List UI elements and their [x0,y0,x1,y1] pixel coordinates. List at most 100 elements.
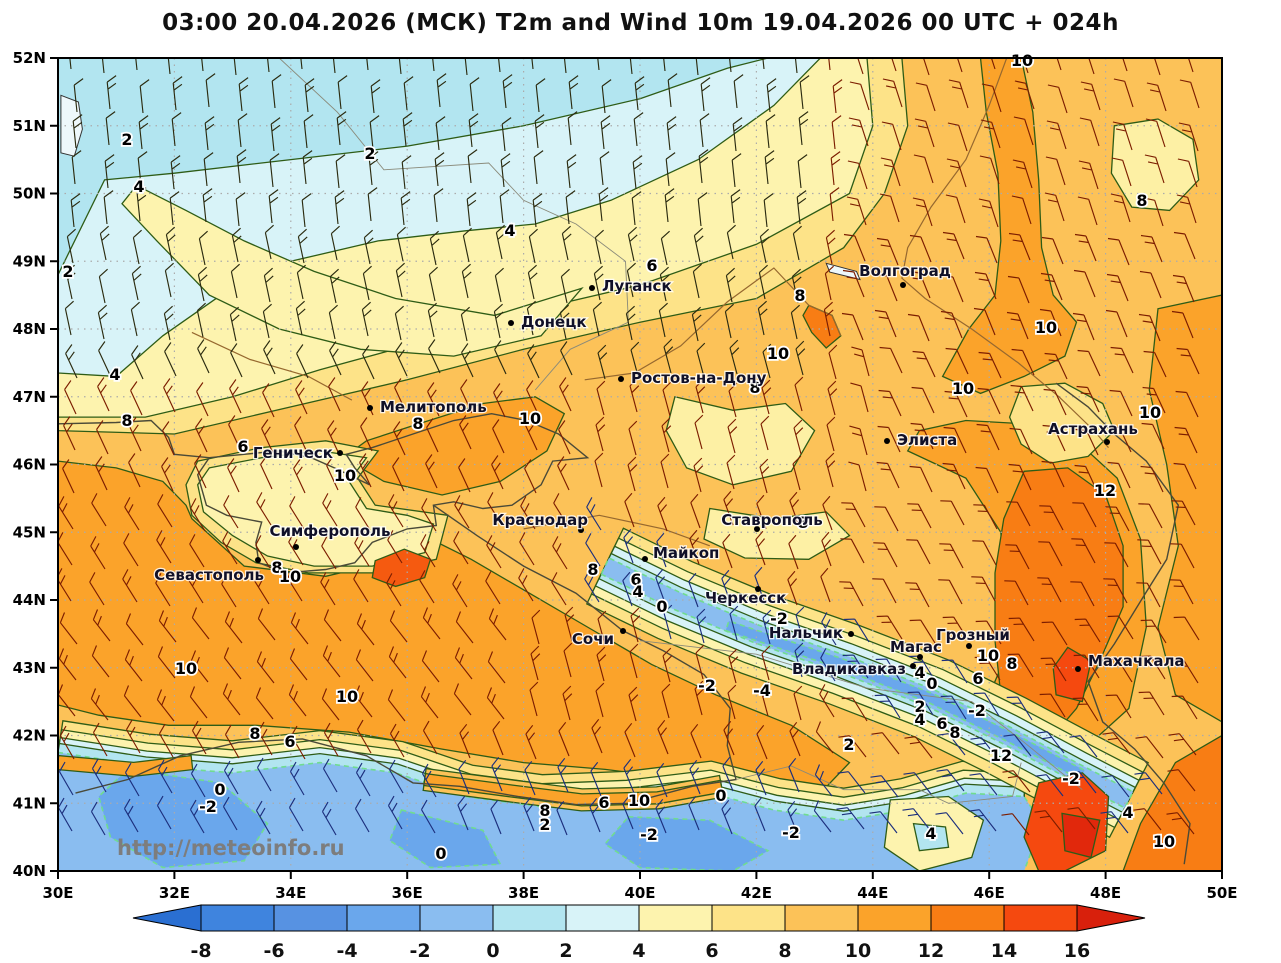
wind-barb [528,228,538,264]
wind-barb [461,263,472,299]
wind-barb [870,775,899,798]
wind-barb [98,268,108,304]
wind-barb [1039,693,1066,718]
wind-barb [1041,460,1065,488]
wind-barb [1106,658,1133,683]
wind-barb [301,193,312,228]
wind-barb [321,536,337,570]
wind-barb [388,494,404,528]
wind-barb [421,498,437,532]
wind-barb [766,78,777,113]
wind-barb [980,119,1001,149]
city-label: Волгоград [859,262,951,280]
wind-barb [356,762,371,797]
wind-barb [263,267,274,303]
wind-barb [568,75,579,110]
contour-label: 8 [1136,191,1147,210]
wind-barb [520,496,536,530]
city-dot [900,282,906,288]
wind-barb [163,305,174,341]
wind-barb [525,416,538,451]
wind-barb [428,339,441,374]
colorbar-label: -4 [336,940,357,962]
wind-barb [729,339,740,375]
wind-barb [530,645,541,681]
wind-barb [973,692,1000,717]
wind-barb [396,226,406,262]
wind-barb [123,533,139,567]
wind-barb [874,506,899,532]
wind-barb [258,721,273,756]
wind-barb [135,58,138,71]
colorbar-label: -2 [409,940,430,962]
wind-barb [92,758,107,793]
colorbar-label: 2 [559,940,572,962]
rivers-line [901,58,1109,448]
temperature-region [371,548,432,588]
city-label: Грозный [936,626,1010,644]
wind-barb [795,606,805,642]
wind-barb [944,390,968,418]
wind-barb [721,799,733,835]
wind-barb [663,58,666,72]
wind-barb [849,81,870,111]
contour-label: 10 [1011,51,1033,70]
wind-barb [1005,544,1030,570]
wind-barb [527,264,538,300]
wind-barb [104,154,115,189]
wind-barb [696,342,706,378]
wind-barb [458,458,471,493]
wind-barb [354,533,370,567]
wind-barb [838,735,867,758]
wind-barb [434,152,445,187]
wind-barb [791,268,802,304]
contour-label: 8 [271,558,282,577]
wind-barb [1043,388,1067,416]
wind-barb [58,797,73,832]
wind-barb [1041,621,1068,646]
wind-barb [690,493,701,529]
wind-barb [190,799,205,834]
wind-barb [1113,78,1134,108]
contour-label: 8 [121,411,132,430]
wind-barb [256,651,275,684]
contour-label: 2 [364,144,375,163]
wind-barb [1006,696,1033,721]
wind-barb [1035,774,1064,797]
contour-label: 8 [949,723,960,742]
wind-barb [597,610,607,646]
lon-tick-label: 34E [275,884,306,902]
wind-barb [913,154,934,184]
wind-barb [697,192,708,227]
colorbar-label: 10 [845,940,871,962]
wind-barb [469,77,480,112]
wind-barb [1041,236,1064,265]
wind-barb [1007,653,1034,678]
wind-barb [695,58,699,76]
wind-barb [869,811,898,834]
wind-barb [389,610,408,643]
wind-barb [1002,770,1031,793]
wind-barb [629,58,633,75]
wind-barb [726,224,736,260]
wind-barb [1169,579,1194,605]
wind-barb [560,268,570,304]
wind-barb [595,682,605,718]
wind-barb [124,497,140,531]
coast-line [1055,382,1191,865]
wind-barb [629,643,639,679]
wind-barb [938,579,963,605]
wind-barb [291,725,306,760]
wind-barb [973,307,996,336]
city-label: Мелитополь [380,398,487,416]
wind-barb [360,417,373,452]
wind-barb [164,342,177,377]
wind-barb [194,454,207,489]
wind-barb [882,78,903,108]
wind-barb [1171,310,1194,339]
wind-barb [940,310,963,339]
wind-barb [729,605,739,641]
wind-barb [1073,269,1096,298]
city-dot [255,557,261,563]
wind-barb [159,723,174,758]
